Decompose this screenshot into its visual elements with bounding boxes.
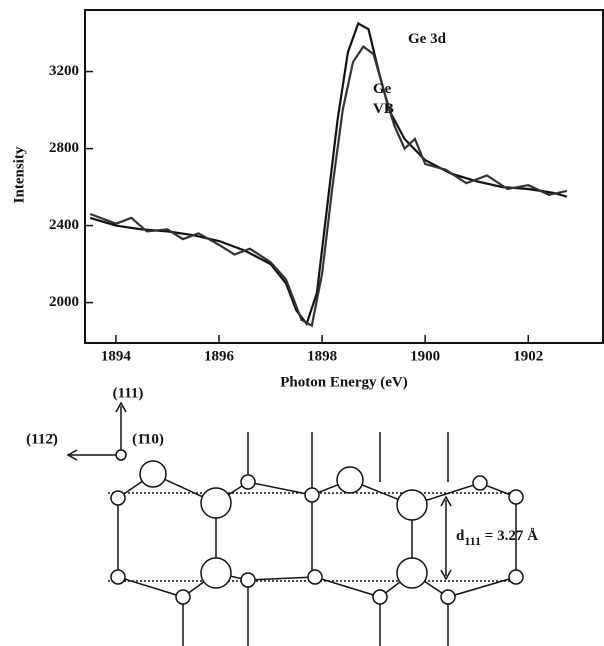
plot-frame	[84, 9, 604, 344]
series-label-line: Ge	[373, 81, 392, 97]
x-tick-label: 1900	[410, 348, 440, 364]
value: = 3.27 Å	[481, 528, 538, 544]
x-tick-label: 1902	[513, 348, 543, 364]
y-tick-label: 2800	[49, 140, 79, 156]
diagram	[66, 401, 524, 646]
series-line	[89, 45, 568, 328]
x-axis-label: Photon Energy (eV)	[280, 374, 408, 390]
y-tick-label: 2000	[49, 294, 79, 310]
x-tick-label: 1896	[204, 348, 235, 364]
axis-label: (1̄10)	[132, 431, 164, 447]
x-tick-label: 1894	[101, 348, 132, 364]
symbol: d	[456, 528, 465, 544]
spacing-label: d111 = 3.27 Å	[456, 528, 538, 547]
series-label: Ge 3d	[408, 31, 447, 47]
axis-label: (112̄)	[26, 431, 58, 447]
series-label-line: Ge 3d	[408, 31, 447, 47]
series-label-line: VB	[373, 101, 394, 117]
y-axis-label: Intensity	[11, 146, 27, 203]
axis-label: (111)	[113, 385, 144, 401]
y-tick-label: 3200	[49, 63, 79, 79]
subscript: 111	[464, 534, 481, 548]
series-label: Ge VB	[373, 81, 394, 117]
y-tick-label: 2400	[49, 217, 79, 233]
series-line	[89, 21, 568, 327]
x-tick-label: 1898	[307, 348, 337, 364]
